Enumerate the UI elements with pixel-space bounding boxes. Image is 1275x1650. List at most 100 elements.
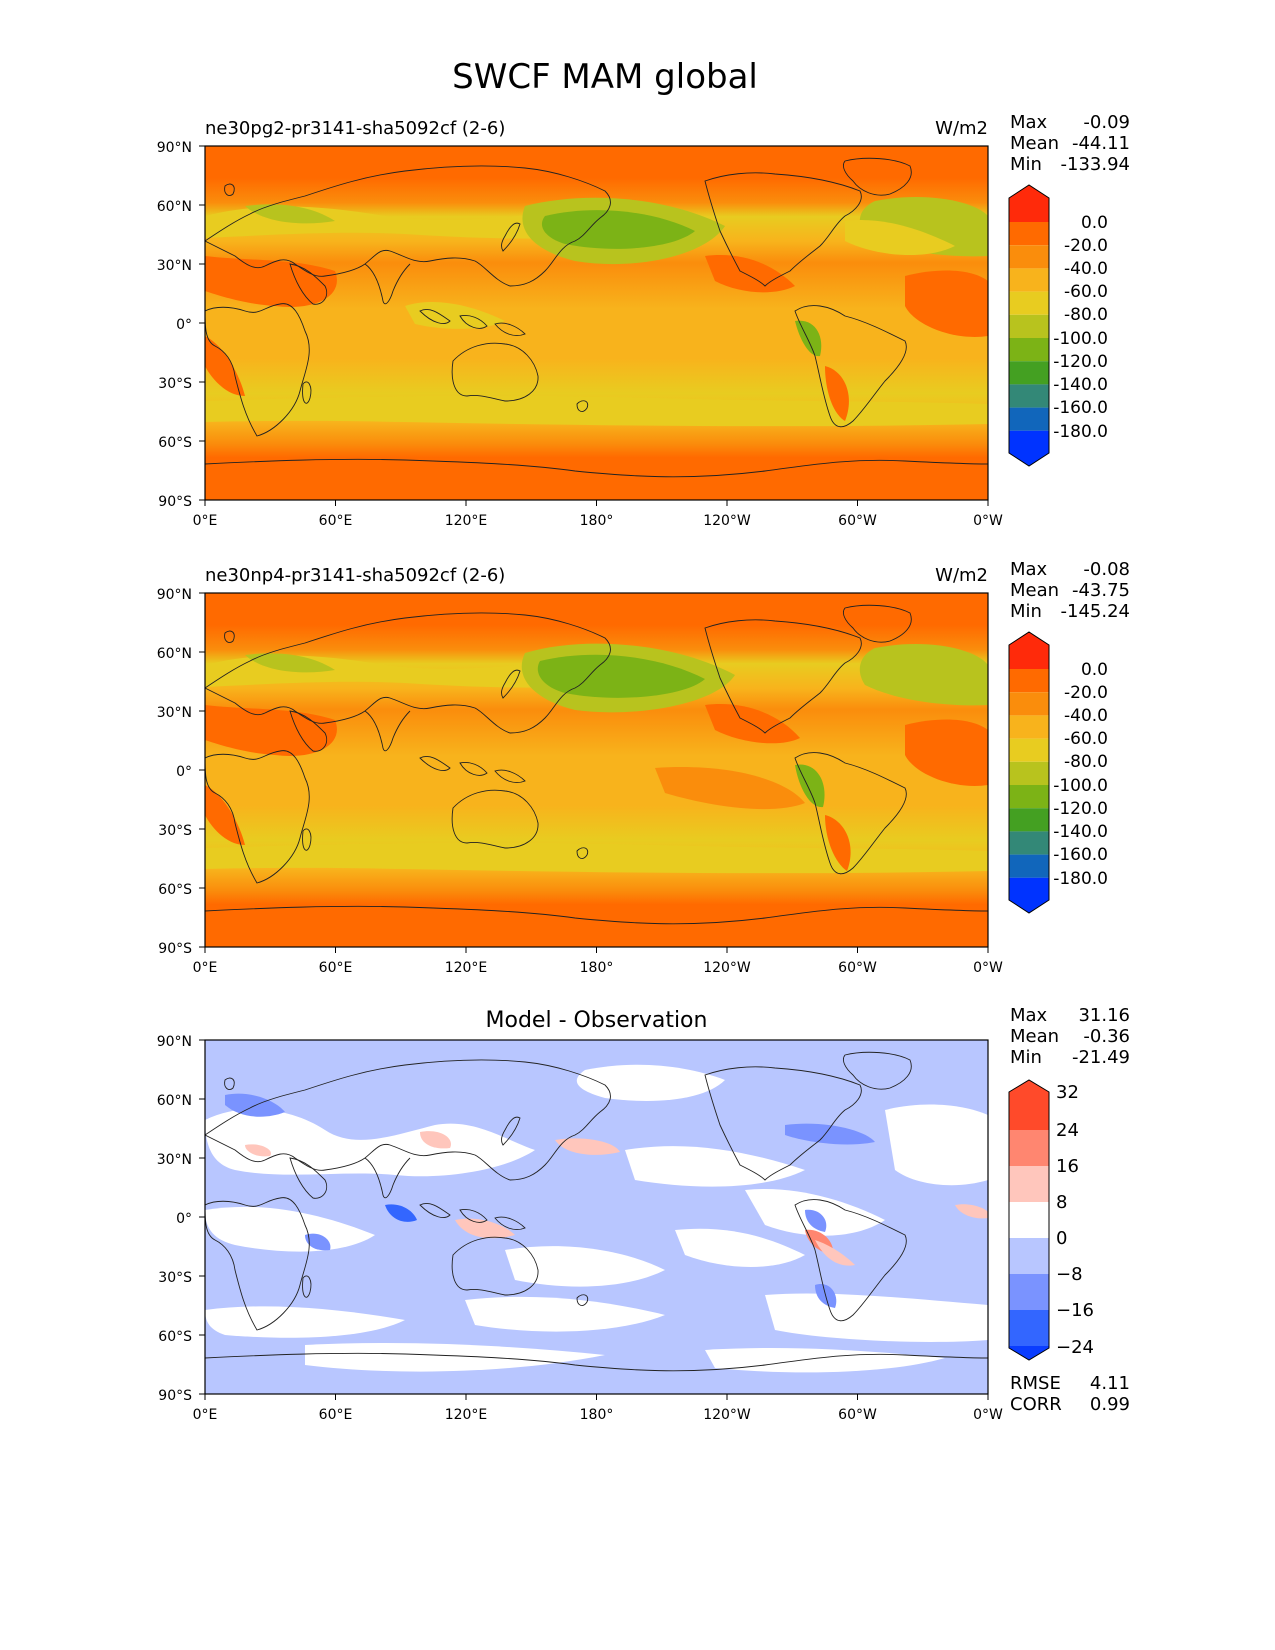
- field-blob: [537, 654, 705, 698]
- colorbar-swatch: [1009, 222, 1049, 246]
- colorbar-label: -100.0: [1053, 329, 1108, 349]
- lon-label: 0°E: [193, 513, 218, 529]
- lat-label: 30°S: [158, 1270, 192, 1286]
- stats-block: Max 31.16 Mean -0.36 Min -21.49: [1010, 1005, 1130, 1068]
- field-blob: [905, 719, 988, 786]
- colorbar-swatch: [1009, 692, 1049, 716]
- colorbar-top-arrow: [1009, 185, 1049, 222]
- stat-mean-label: Mean: [1010, 1026, 1059, 1047]
- field-blob: [205, 1206, 375, 1252]
- colorbar-swatch: [1009, 715, 1049, 739]
- colorbar-swatch: [1009, 291, 1049, 315]
- field-blob: [815, 1240, 855, 1266]
- lat-label: 90°N: [157, 1034, 192, 1050]
- stat-mean-value: -44.11: [1072, 133, 1130, 154]
- figure-title: SWCF MAM global: [452, 57, 758, 97]
- colorbar-label: -80.0: [1064, 752, 1108, 772]
- colorbar-label: -60.0: [1064, 729, 1108, 749]
- lat-label: 90°S: [158, 494, 192, 510]
- colorbar-swatch: [1009, 1130, 1049, 1166]
- lon-label: 180°: [580, 960, 614, 976]
- colorbar-swatch: [1009, 831, 1049, 855]
- lat-label: 60°S: [158, 1329, 192, 1345]
- lon-label: 180°: [580, 513, 614, 529]
- lon-label: 120°E: [445, 960, 488, 976]
- colorbar-label: -180.0: [1053, 422, 1108, 442]
- colorbar-swatch: [1009, 854, 1049, 878]
- colorbar: 0.0 -20.0 -40.0 -60.0 -80.0 -100.0 -120.…: [1008, 184, 1108, 467]
- stat-min-label: Min: [1010, 601, 1042, 622]
- lat-label: 0°: [176, 317, 192, 333]
- field-blob: [795, 320, 822, 357]
- lon-label: 0°W: [973, 960, 1003, 976]
- colorbar-bottom-arrow: [1009, 430, 1049, 466]
- corr-label: CORR: [1010, 1394, 1062, 1415]
- field-blob: [955, 1204, 988, 1219]
- colorbar-label: 24: [1056, 1120, 1079, 1141]
- field-blob: [825, 366, 849, 421]
- lat-axis: 90°N 60°N 30°N 0° 30°S 60°S 90°S: [157, 587, 205, 957]
- field-blob: [205, 395, 988, 427]
- lon-label: 60°E: [319, 1407, 353, 1423]
- colorbar-swatch: [1009, 314, 1049, 338]
- colorbar-label: -140.0: [1053, 822, 1108, 842]
- colorbar-swatch: [1009, 785, 1049, 809]
- map-field: [204, 145, 989, 501]
- stat-max-label: Max: [1010, 112, 1048, 133]
- lat-label: 90°N: [157, 587, 192, 603]
- colorbar-swatch: [1009, 407, 1049, 431]
- field-blob: [205, 1109, 535, 1177]
- colorbar-label: -80.0: [1064, 305, 1108, 325]
- colorbar-swatch: [1009, 808, 1049, 832]
- colorbar-swatch: [1009, 268, 1049, 292]
- panel-test: ne30pg2-pr3141-sha5092cf (2-6) W/m2: [157, 112, 1130, 529]
- stats-block: Max -0.09 Mean -44.11 Min -133.94: [1010, 112, 1130, 175]
- colorbar-swatch: [1009, 738, 1049, 762]
- panel-reference: ne30np4-pr3141-sha5092cf (2-6) W/m2: [157, 559, 1130, 976]
- colorbar-swatch: [1009, 361, 1049, 385]
- panel-difference: Model - Observation: [157, 1005, 1130, 1423]
- field-blob: [205, 842, 988, 874]
- lat-label: 0°: [176, 1211, 192, 1227]
- field-blob: [465, 1296, 665, 1332]
- stat-min-label: Min: [1010, 1047, 1042, 1068]
- lon-label: 0°W: [973, 513, 1003, 529]
- panel-units: W/m2: [935, 565, 988, 586]
- field-blob: [705, 255, 795, 293]
- lat-label: 90°N: [157, 140, 192, 156]
- lat-label: 30°N: [157, 1152, 192, 1168]
- stats-block: Max -0.08 Mean -43.75 Min -145.24: [1010, 559, 1130, 622]
- field-blob: [385, 1204, 417, 1222]
- colorbar-label: -160.0: [1053, 398, 1108, 418]
- colorbar-label: -100.0: [1053, 776, 1108, 796]
- lon-label: 60°E: [319, 513, 353, 529]
- field-blob: [859, 644, 988, 706]
- lat-label: 60°S: [158, 435, 192, 451]
- colorbar-label: -40.0: [1064, 259, 1108, 279]
- error-metrics: RMSE 4.11 CORR 0.99: [1010, 1373, 1130, 1415]
- colorbar-label: -40.0: [1064, 706, 1108, 726]
- lon-label: 120°W: [703, 513, 751, 529]
- field-blob: [205, 785, 245, 845]
- lon-label: 120°E: [445, 513, 488, 529]
- lat-label: 60°N: [157, 199, 192, 215]
- colorbar-label: -160.0: [1053, 845, 1108, 865]
- field-blob: [420, 1131, 451, 1149]
- field-blob: [905, 270, 988, 337]
- field-blob: [825, 815, 851, 871]
- lon-label: 0°W: [973, 1407, 1003, 1423]
- stat-mean-label: Mean: [1010, 133, 1059, 154]
- lon-axis: 0°E 60°E 120°E 180° 120°W 60°W 0°W: [193, 947, 1003, 976]
- field-blob: [845, 220, 955, 256]
- field-blob: [305, 1343, 605, 1372]
- field-blob: [305, 1233, 331, 1251]
- stat-max-value: -0.09: [1083, 112, 1130, 133]
- field-blob: [505, 1246, 665, 1287]
- colorbar-label: 16: [1056, 1156, 1079, 1177]
- colorbar-swatch: [1009, 669, 1049, 693]
- field-blob: [785, 1123, 875, 1145]
- colorbar-label: −16: [1056, 1300, 1094, 1321]
- lon-label: 120°W: [703, 960, 751, 976]
- field-blob: [245, 653, 335, 673]
